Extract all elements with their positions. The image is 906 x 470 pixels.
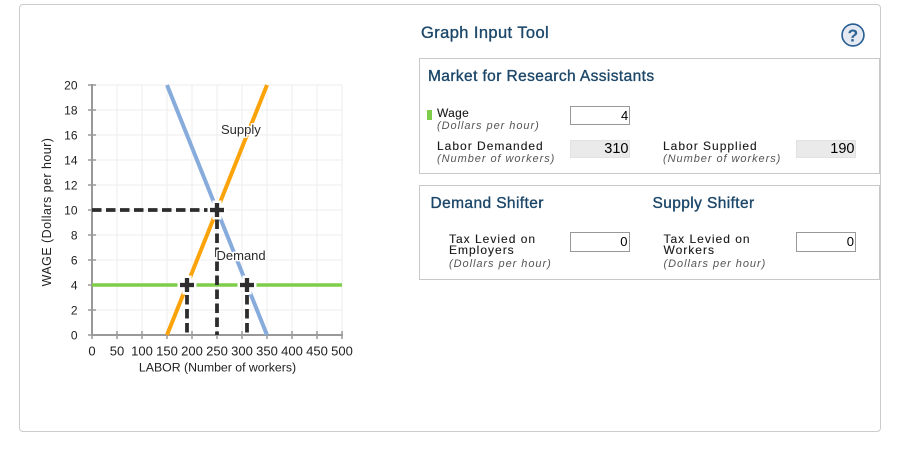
svg-text:14: 14 xyxy=(64,154,78,168)
svg-text:150: 150 xyxy=(156,344,178,359)
svg-text:8: 8 xyxy=(71,229,78,243)
svg-text:4: 4 xyxy=(71,279,78,293)
svg-text:0: 0 xyxy=(88,344,95,359)
svg-text:500: 500 xyxy=(331,344,353,359)
svg-text:300: 300 xyxy=(231,344,253,359)
svg-text:10: 10 xyxy=(64,204,78,218)
svg-text:?: ? xyxy=(847,25,858,45)
svg-text:6: 6 xyxy=(71,254,78,268)
svg-text:2: 2 xyxy=(71,304,78,318)
svg-text:100: 100 xyxy=(131,344,153,359)
svg-text:16: 16 xyxy=(64,129,78,143)
svg-text:Supply: Supply xyxy=(221,122,261,137)
svg-text:18: 18 xyxy=(64,104,78,118)
svg-text:LABOR (Number of workers): LABOR (Number of workers) xyxy=(139,360,296,374)
svg-text:350: 350 xyxy=(256,344,278,359)
svg-text:12: 12 xyxy=(64,179,78,193)
svg-text:0: 0 xyxy=(71,329,78,343)
svg-text:450: 450 xyxy=(306,344,328,359)
svg-text:Demand: Demand xyxy=(217,248,266,263)
svg-text:WAGE (Dollars per hour): WAGE (Dollars per hour) xyxy=(40,138,54,287)
svg-text:200: 200 xyxy=(181,344,203,359)
svg-text:250: 250 xyxy=(206,344,228,359)
svg-text:400: 400 xyxy=(281,344,303,359)
svg-text:20: 20 xyxy=(64,79,78,93)
svg-text:50: 50 xyxy=(110,344,124,359)
